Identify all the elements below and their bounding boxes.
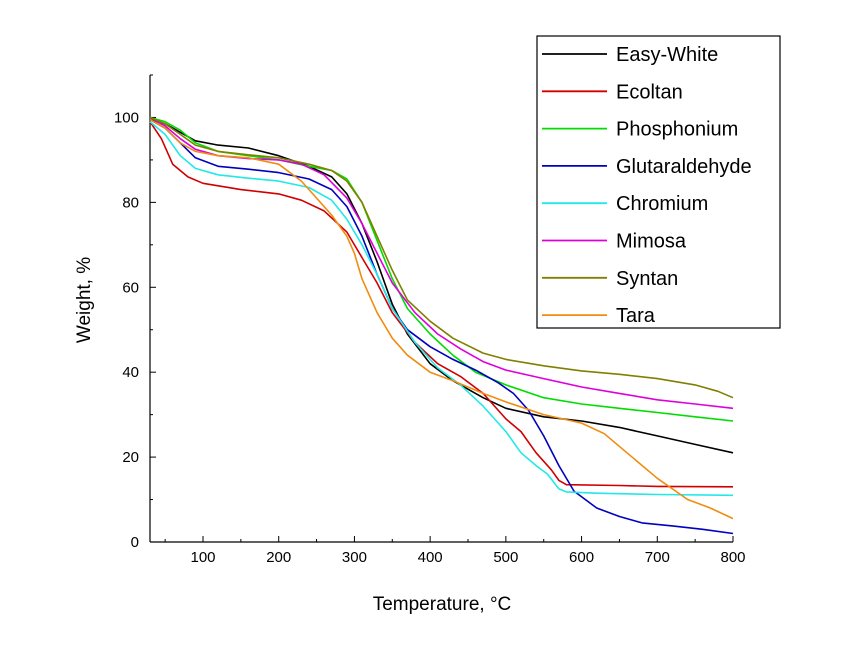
y-tick-label: 0 bbox=[131, 534, 139, 551]
axes bbox=[149, 75, 733, 543]
series-line-ecoltan bbox=[149, 121, 734, 488]
legend-label: Chromium bbox=[616, 193, 708, 215]
x-tick-label: 100 bbox=[190, 549, 215, 566]
x-tick-label: 800 bbox=[720, 549, 745, 566]
series-line-glutaraldehyde bbox=[149, 118, 734, 535]
x-tick-label: 700 bbox=[645, 549, 670, 566]
x-tick-label: 500 bbox=[493, 549, 518, 566]
x-tick-label: 300 bbox=[342, 549, 367, 566]
legend-label: Glutaraldehyde bbox=[616, 156, 752, 178]
y-axis-label: Weight, % bbox=[74, 257, 95, 343]
legend-label: Phosphonium bbox=[616, 119, 738, 141]
series-line-chromium bbox=[149, 121, 734, 497]
x-tick-label: 600 bbox=[569, 549, 594, 566]
legend-label: Easy-White bbox=[616, 44, 718, 66]
legend-label: Tara bbox=[616, 305, 656, 327]
y-tick-label: 80 bbox=[122, 194, 139, 211]
series-line-tara bbox=[149, 118, 734, 520]
x-tick-label: 400 bbox=[418, 549, 443, 566]
legend-label: Ecoltan bbox=[616, 81, 683, 103]
x-axis-label: Temperature, °C bbox=[373, 594, 512, 615]
legend-box bbox=[536, 35, 781, 329]
x-tick-label: 200 bbox=[266, 549, 291, 566]
legend-label: Syntan bbox=[616, 268, 678, 290]
axis-ticks: 100 200 300 400 500 600 700 800 0 20 40 60 80 100 bbox=[114, 74, 746, 566]
series-line-syntan bbox=[149, 116, 734, 399]
y-tick-label: 40 bbox=[122, 364, 139, 381]
legend: Easy-White Ecoltan Phosphonium Glutaraldehy… bbox=[536, 35, 781, 329]
y-tick-label: 20 bbox=[122, 449, 139, 466]
y-tick-label: 60 bbox=[122, 279, 139, 296]
series-line-easy-white bbox=[149, 118, 734, 454]
series-lines bbox=[149, 116, 734, 535]
y-tick-label: 100 bbox=[114, 109, 139, 126]
legend-label: Mimosa bbox=[616, 231, 687, 253]
